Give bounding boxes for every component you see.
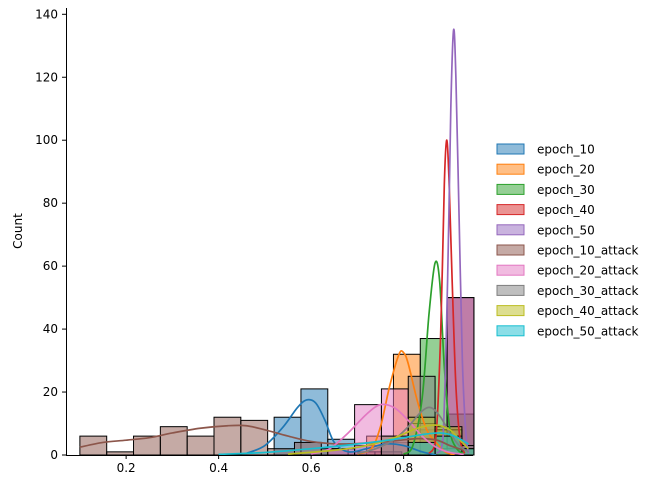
y-tick-label: 40: [43, 322, 58, 336]
legend-swatch-epoch_20_attack: [496, 264, 525, 276]
legend-label-epoch_10_attack: epoch_10_attack: [537, 244, 639, 258]
kde-line-epoch_50_attack: [218, 432, 469, 456]
bar-epoch_10_attack-1: [106, 451, 135, 456]
bar-epoch_10_attack-5: [213, 416, 242, 456]
kde-line-epoch_30_attack: [357, 406, 469, 455]
legend-swatch-epoch_30: [496, 183, 525, 195]
y-tick-label: 0: [50, 448, 58, 462]
legend-label-epoch_40: epoch_40: [537, 203, 595, 217]
y-tick-label: 80: [43, 196, 58, 210]
legend-label-epoch_20_attack: epoch_20_attack: [537, 264, 639, 278]
kde-line-epoch_20: [357, 349, 455, 456]
legend-swatch-epoch_10: [496, 143, 525, 155]
legend-swatch-epoch_50: [496, 224, 525, 236]
legend-swatch-epoch_40_attack: [496, 305, 525, 317]
kde-line-epoch_10_attack: [79, 424, 465, 452]
legend-label-epoch_10: epoch_10: [537, 143, 595, 157]
legend-label-epoch_50: epoch_50: [537, 223, 595, 237]
legend-swatch-epoch_10_attack: [496, 244, 525, 256]
legend-label-epoch_50_attack: epoch_50_attack: [537, 324, 639, 338]
legend-swatch-epoch_30_attack: [496, 284, 525, 296]
legend-swatch-epoch_40: [496, 204, 525, 216]
legend-label-epoch_30: epoch_30: [537, 183, 595, 197]
kde-layer: [79, 28, 470, 456]
legend-label-epoch_20: epoch_20: [537, 163, 595, 177]
legend-label-epoch_30_attack: epoch_30_attack: [537, 284, 639, 298]
x-tick-label: 0.8: [394, 461, 413, 475]
x-tick-label: 0.4: [209, 461, 228, 475]
bars-layer: [79, 297, 475, 456]
kde-line-epoch_40: [428, 139, 466, 454]
kde-line-epoch_10: [246, 398, 437, 456]
legend-swatch-epoch_50_attack: [496, 325, 525, 337]
legend-label-epoch_40_attack: epoch_40_attack: [537, 304, 639, 318]
kde-line-epoch_30: [403, 260, 465, 455]
bar-epoch_10_attack-4: [186, 435, 215, 456]
y-axis-label: Count: [11, 213, 25, 249]
y-tick-label: 60: [43, 259, 58, 273]
y-tick-label: 120: [35, 70, 58, 84]
x-tick-label: 0.2: [117, 461, 136, 475]
y-ticks: 0 20 40 60 80 100 120 140: [35, 7, 66, 462]
y-tick-label: 100: [35, 133, 58, 147]
y-tick-label: 140: [35, 7, 58, 21]
legend: epoch_10 epoch_20 epoch_30 epoch_40 epoch_50…: [496, 143, 639, 338]
legend-swatch-epoch_20: [496, 163, 525, 175]
axes-layer: 0.2 0.4 0.6 0.8 0 20 40 60 80 100 120 140 Count: [11, 7, 473, 475]
kde-line-epoch_20_attack: [310, 403, 464, 456]
x-ticks: 0.2 0.4 0.6 0.8: [117, 455, 413, 475]
y-tick-label: 20: [43, 385, 58, 399]
kde-line-epoch_50: [436, 28, 470, 454]
x-tick-label: 0.6: [302, 461, 321, 475]
